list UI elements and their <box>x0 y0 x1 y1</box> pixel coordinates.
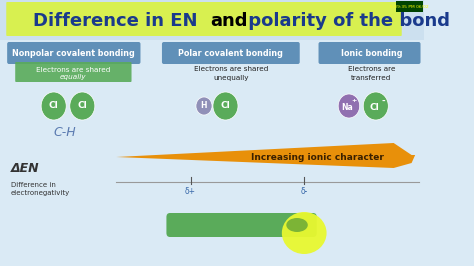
Circle shape <box>41 92 66 120</box>
Text: Ionic bonding: Ionic bonding <box>340 48 402 57</box>
Text: C-H: C-H <box>53 127 76 139</box>
FancyBboxPatch shape <box>6 2 402 36</box>
Bar <box>0 0 424 40</box>
Text: Electrons are shared: Electrons are shared <box>36 67 110 73</box>
Bar <box>0 40 424 266</box>
Circle shape <box>363 92 388 120</box>
Text: polarity of the bond: polarity of the bond <box>242 12 449 30</box>
FancyBboxPatch shape <box>166 213 317 237</box>
Text: Nonpolar covalent bonding: Nonpolar covalent bonding <box>12 48 135 57</box>
Text: electronegativity: electronegativity <box>11 190 70 196</box>
Text: δ+: δ+ <box>185 188 196 197</box>
Text: 5:09:35 PM 06/02: 5:09:35 PM 06/02 <box>391 5 429 9</box>
Text: H: H <box>201 102 207 110</box>
Ellipse shape <box>286 218 308 232</box>
Text: Cl: Cl <box>77 102 87 110</box>
Text: Cl: Cl <box>369 102 379 111</box>
Circle shape <box>70 92 95 120</box>
Text: δ-: δ- <box>301 188 308 197</box>
Circle shape <box>338 94 360 118</box>
Text: Difference in EN: Difference in EN <box>33 12 204 30</box>
Polygon shape <box>116 143 415 168</box>
Text: unequally: unequally <box>213 75 248 81</box>
Text: Cl: Cl <box>220 102 230 110</box>
FancyBboxPatch shape <box>162 42 300 64</box>
FancyBboxPatch shape <box>319 42 420 64</box>
Text: Difference in: Difference in <box>11 182 55 188</box>
Text: Cl: Cl <box>49 102 59 110</box>
Text: and: and <box>210 12 248 30</box>
Text: Na: Na <box>341 102 353 111</box>
Text: transferred: transferred <box>351 75 392 81</box>
Circle shape <box>196 97 212 115</box>
Text: Increasing ionic character: Increasing ionic character <box>251 153 384 163</box>
Text: Electrons are: Electrons are <box>347 66 395 72</box>
Ellipse shape <box>282 212 327 254</box>
Text: equally: equally <box>60 74 87 80</box>
FancyBboxPatch shape <box>7 42 140 64</box>
Text: Electrons are shared: Electrons are shared <box>194 66 268 72</box>
Text: Polar covalent bonding: Polar covalent bonding <box>178 48 283 57</box>
Circle shape <box>213 92 238 120</box>
Text: -: - <box>381 97 385 106</box>
Text: ΔEN: ΔEN <box>11 161 39 174</box>
Bar <box>396 1 423 12</box>
FancyBboxPatch shape <box>15 62 131 82</box>
Text: +: + <box>352 98 357 103</box>
